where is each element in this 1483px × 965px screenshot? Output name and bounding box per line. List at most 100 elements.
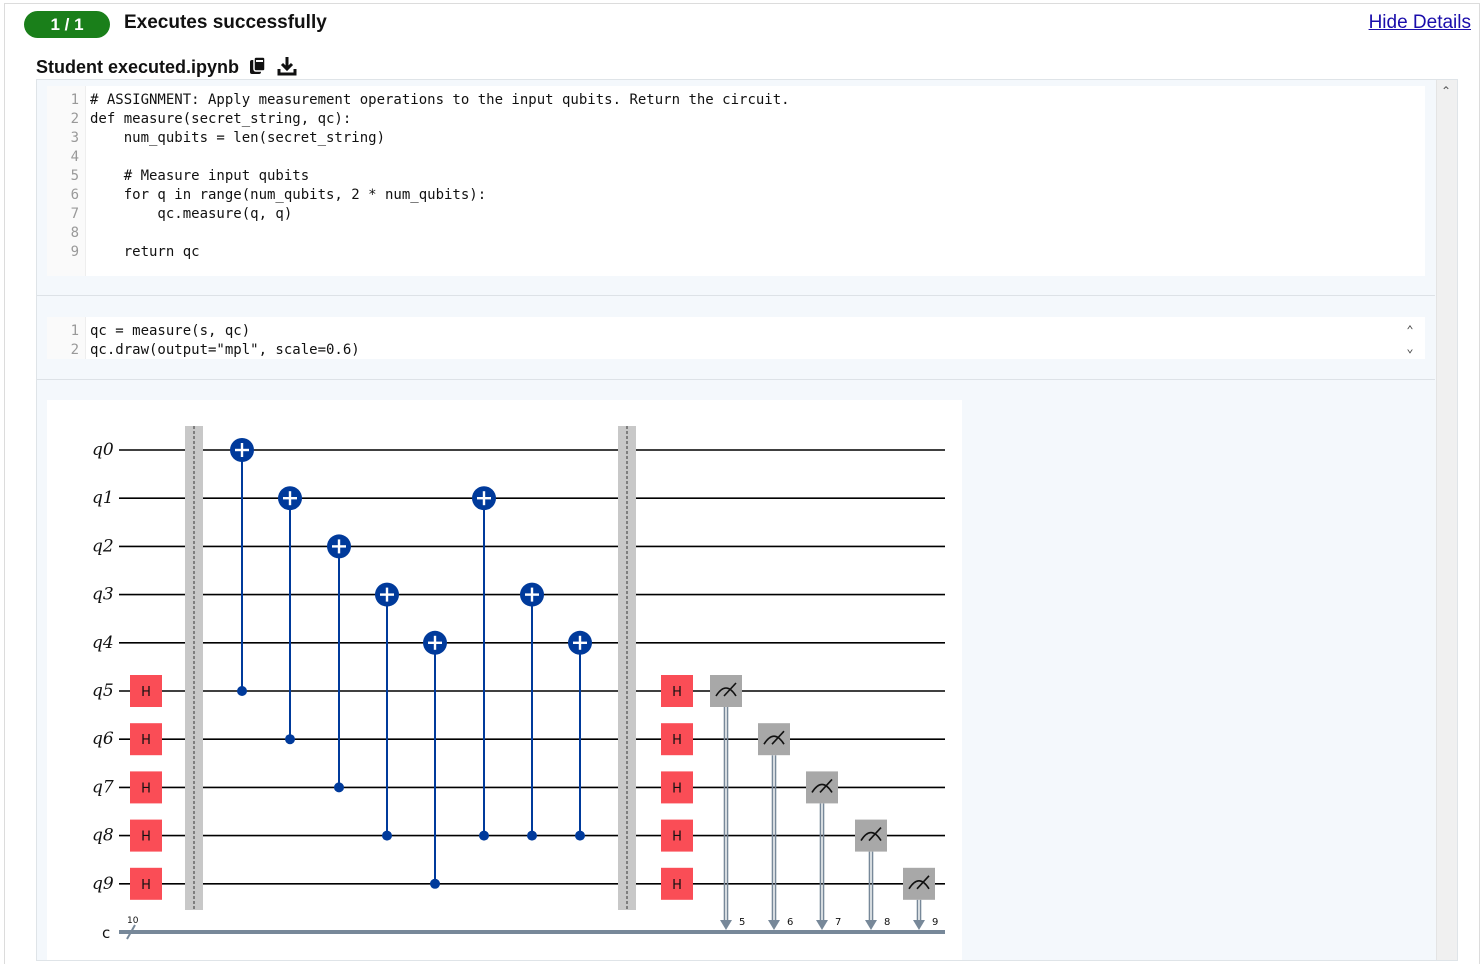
measure-arrow xyxy=(720,920,732,930)
hadamard-gate xyxy=(661,867,693,900)
meter-icon xyxy=(860,831,882,842)
code-line: 8 xyxy=(47,224,90,243)
line-number: 7 xyxy=(70,206,79,222)
qubit-label: q6 xyxy=(92,729,114,749)
notebook-viewer[interactable]: 1 # ASSIGNMENT: Apply measurement operati… xyxy=(36,79,1458,961)
cnot-control xyxy=(575,830,585,841)
code-text: for q in range(num_qubits, 2 * num_qubit… xyxy=(90,187,487,203)
code-line: 2 def measure(secret_string, qc): xyxy=(47,110,352,129)
meter-needle xyxy=(771,730,785,745)
download-icon[interactable] xyxy=(277,56,297,81)
hide-details-link[interactable]: Hide Details xyxy=(1368,12,1471,33)
code-text: # ASSIGNMENT: Apply measurement operatio… xyxy=(90,92,790,108)
line-number: 4 xyxy=(70,149,79,165)
hadamard-label: H xyxy=(141,830,151,845)
measure-arrow xyxy=(816,920,828,930)
chevron-up-icon[interactable]: ⌃ xyxy=(1406,323,1414,337)
chevron-up-icon[interactable]: ⌃ xyxy=(1441,84,1452,98)
hadamard-gate xyxy=(661,723,693,756)
qubit-label: q7 xyxy=(92,777,114,797)
code-line: 4 xyxy=(47,148,90,167)
code-line: 7 qc.measure(q, q) xyxy=(47,205,293,224)
meter-needle xyxy=(868,827,882,842)
cnot-control xyxy=(285,734,295,745)
hadamard-label: H xyxy=(672,733,682,748)
cnot-control xyxy=(479,830,489,841)
classical-size: 10 xyxy=(127,916,139,926)
score-badge: 1 / 1 xyxy=(24,11,110,38)
cell-separator xyxy=(37,379,1435,380)
hadamard-gate xyxy=(130,771,162,804)
hadamard-label: H xyxy=(672,878,682,893)
meter-needle xyxy=(916,875,930,890)
circuit-figure: q0 q1 q2 q3 q4 q5 q6 q7 q8 q9 c 10 H H H H H H H H H H 5 6 7 8 9 xyxy=(47,400,962,960)
hadamard-gate xyxy=(661,675,693,707)
line-number: 3 xyxy=(70,130,79,146)
cnot-control xyxy=(382,830,392,841)
meter-needle xyxy=(723,682,737,697)
line-number: 2 xyxy=(70,111,79,127)
status-text: Executes successfully xyxy=(124,12,327,33)
cnot-control xyxy=(237,686,247,696)
register-slash xyxy=(126,924,136,940)
qubit-label: q3 xyxy=(92,585,114,605)
code-text: qc.draw(output="mpl", scale=0.6) xyxy=(90,342,360,358)
hadamard-label: H xyxy=(141,878,151,893)
code-line: 6 for q in range(num_qubits, 2 * num_qub… xyxy=(47,186,487,205)
qubit-label: q5 xyxy=(92,681,114,701)
code-line: 1 qc = measure(s, qc) xyxy=(47,322,251,341)
measure-bit-label: 5 xyxy=(739,917,745,928)
hadamard-label: H xyxy=(672,830,682,845)
code-line: 2 qc.draw(output="mpl", scale=0.6) xyxy=(47,341,360,360)
hadamard-gate xyxy=(130,819,162,852)
cnot-control xyxy=(334,782,344,793)
cell-separator xyxy=(37,295,1435,296)
meter-needle xyxy=(819,778,833,793)
code-line: 5 # Measure input qubits xyxy=(47,167,310,186)
meter-icon xyxy=(811,783,833,793)
file-title: Student executed.ipynb xyxy=(36,56,297,81)
measure-bit-label: 7 xyxy=(835,917,841,928)
measure-bit-label: 6 xyxy=(787,917,793,928)
hadamard-label: H xyxy=(672,685,682,700)
qubit-label: q9 xyxy=(92,874,114,894)
file-name: Student executed.ipynb xyxy=(36,57,240,77)
code-text: def measure(secret_string, qc): xyxy=(90,111,352,127)
notebook-icon[interactable] xyxy=(248,56,268,81)
meter-icon xyxy=(908,880,930,890)
hadamard-label: H xyxy=(141,733,151,748)
circuit-diagram: q0 q1 q2 q3 q4 q5 q6 q7 q8 q9 c 10 H H H H H H H H H H 5 6 7 8 9 xyxy=(92,426,945,942)
hadamard-gate xyxy=(661,819,693,852)
line-gutter xyxy=(47,86,86,276)
line-number: 8 xyxy=(70,225,79,241)
chevron-down-icon[interactable]: ⌄ xyxy=(1406,341,1414,355)
measure-arrow xyxy=(865,920,877,930)
measure-gate xyxy=(806,771,838,804)
hadamard-gate xyxy=(130,675,162,707)
measure-bit-label: 8 xyxy=(884,917,890,928)
line-number: 9 xyxy=(70,244,79,260)
line-number: 2 xyxy=(70,342,79,358)
measure-gate xyxy=(855,819,887,852)
code-text: return qc xyxy=(90,244,200,260)
cell-scroll-arrows[interactable]: ⌃ ⌄ xyxy=(1403,321,1417,357)
classical-label: c xyxy=(102,924,110,942)
code-line: 1 # ASSIGNMENT: Apply measurement operati… xyxy=(47,91,790,110)
code-cell-2[interactable]: 1 qc = measure(s, qc) 2 qc.draw(output="mpl… xyxy=(47,317,1425,359)
measure-arrow xyxy=(913,920,925,930)
code-cell-1[interactable]: 1 # ASSIGNMENT: Apply measurement operati… xyxy=(47,86,1425,276)
hadamard-gate xyxy=(661,771,693,804)
qubit-label: q8 xyxy=(92,826,114,846)
cnot-control xyxy=(430,878,440,889)
code-text: qc = measure(s, qc) xyxy=(90,323,251,339)
vertical-scrollbar[interactable]: ⌃ xyxy=(1436,80,1457,960)
meter-icon xyxy=(763,735,785,745)
meter-icon xyxy=(715,687,737,697)
line-number: 1 xyxy=(70,323,79,339)
result-panel xyxy=(4,3,1480,964)
code-line: 9 return qc xyxy=(47,243,200,262)
line-number: 1 xyxy=(70,92,79,108)
code-text: qc.measure(q, q) xyxy=(90,206,293,222)
qubit-label: q4 xyxy=(92,633,114,653)
measure-gate xyxy=(758,723,790,756)
